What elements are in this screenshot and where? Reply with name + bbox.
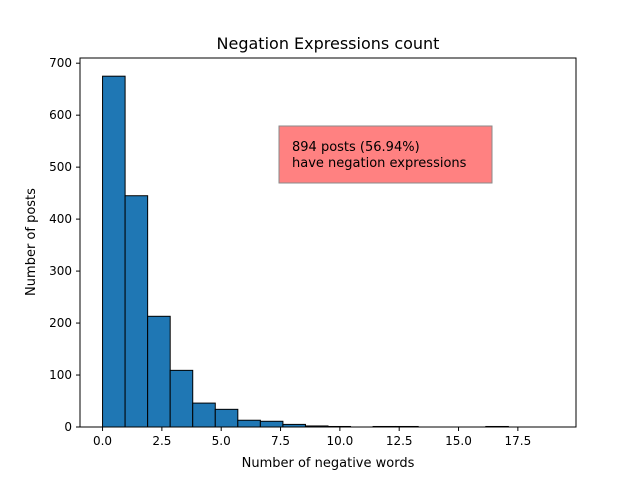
annotation-line-1: 894 posts (56.94%): [292, 140, 420, 155]
x-tick-label: 7.5: [271, 434, 290, 448]
y-tick-label: 400: [49, 212, 72, 226]
y-axis-ticks: 0 100 200 300 400 500 600 700: [49, 56, 80, 434]
annotation-background: [278, 125, 493, 184]
x-tick-label: 10.0: [327, 434, 354, 448]
histogram-bar: [169, 369, 194, 428]
histogram-bar: [237, 419, 261, 428]
y-tick-label: 600: [49, 108, 72, 122]
histogram-bar: [124, 195, 149, 428]
histogram-bar: [214, 408, 239, 428]
x-tick-label: 15.0: [445, 434, 472, 448]
y-tick-label: 300: [49, 264, 72, 278]
x-tick-label: 2.5: [152, 434, 171, 448]
y-axis-label: Number of posts: [24, 188, 39, 296]
histogram-bar: [192, 402, 216, 428]
histogram-bar: [259, 420, 284, 428]
y-tick-label: 500: [49, 160, 72, 174]
annotation-box: 894 posts (56.94%) have negation express…: [278, 125, 493, 184]
histogram-bar: [147, 315, 171, 428]
chart-title: Negation Expressions count: [217, 34, 440, 53]
y-tick-label: 700: [49, 56, 72, 70]
y-tick-label: 200: [49, 316, 72, 330]
x-axis-ticks: 0.0 2.5 5.0 7.5 10.0 12.5 15.0 17.5: [93, 427, 531, 448]
histogram-bar: [102, 75, 126, 428]
annotation-line-2: have negation expressions: [292, 156, 467, 171]
plot-frame: [79, 57, 577, 428]
x-tick-label: 5.0: [212, 434, 231, 448]
x-tick-label: 0.0: [93, 434, 112, 448]
x-axis-label: Number of negative words: [242, 456, 415, 471]
x-tick-label: 12.5: [386, 434, 413, 448]
y-tick-label: 0: [64, 420, 72, 434]
y-tick-label: 100: [49, 368, 72, 382]
x-tick-label: 17.5: [504, 434, 531, 448]
